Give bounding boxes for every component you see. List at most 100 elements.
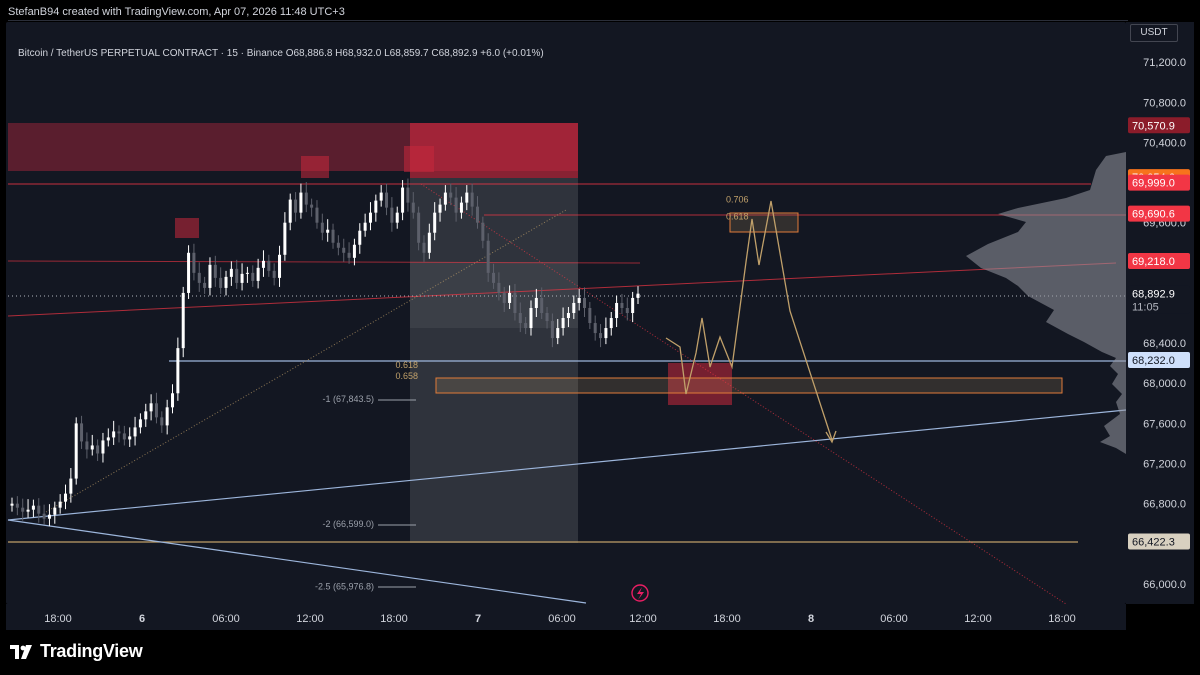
- candle-body: [53, 507, 57, 515]
- y-tick-label: 68,400.0: [1143, 338, 1186, 350]
- candle-body: [21, 507, 25, 512]
- time-axis[interactable]: 18:00 6 06:00 12:00 18:00 7 06:00 12:00 18:00 8 06…: [6, 604, 1126, 630]
- candle-body: [283, 222, 287, 255]
- support-trendline-rising[interactable]: [7, 409, 1127, 521]
- fib-label: 0.618: [395, 360, 418, 370]
- golden-pocket-lower[interactable]: [435, 377, 1063, 394]
- tradingview-logo[interactable]: TradingView: [10, 641, 143, 662]
- candle-body: [272, 270, 276, 278]
- fib-label: 0.706: [726, 195, 749, 205]
- candle-body: [256, 267, 260, 281]
- candle-body: [133, 427, 137, 437]
- candle-body: [26, 509, 30, 512]
- price-tag[interactable]: [1128, 285, 1190, 314]
- y-tick-label: 67,600.0: [1143, 418, 1186, 430]
- candle-body: [331, 229, 335, 243]
- support-trendline-falling[interactable]: [7, 519, 587, 604]
- candle-body: [582, 297, 586, 308]
- symbol-name[interactable]: Bitcoin / TetherUS PERPETUAL CONTRACT · …: [18, 48, 283, 59]
- golden-pocket-upper[interactable]: [729, 212, 799, 233]
- y-tick-label: 66,000.0: [1143, 579, 1186, 591]
- candle-body: [117, 431, 121, 434]
- candle-body: [518, 313, 522, 324]
- x-tick-label: 7: [475, 613, 481, 625]
- candle-body: [101, 440, 105, 454]
- candle-body: [176, 348, 180, 394]
- demand-zone-target[interactable]: [668, 363, 732, 405]
- candle-body: [224, 276, 228, 288]
- candle-body: [267, 260, 271, 271]
- fib-label: 0.658: [395, 371, 418, 381]
- candle-body: [261, 260, 265, 268]
- projected-path-arrowhead: [825, 430, 837, 444]
- price-tag-label: 69,999.0: [1132, 178, 1175, 190]
- header-divider: [8, 20, 1128, 21]
- candle-body: [636, 293, 640, 298]
- candle-body: [545, 313, 549, 322]
- candle-body: [427, 232, 431, 253]
- currency-selector[interactable]: USDT: [1130, 24, 1178, 42]
- price-tag[interactable]: [1128, 205, 1190, 222]
- x-tick-labels: 18:00 6 06:00 12:00 18:00 7 06:00 12:00 18:00 8 06…: [44, 613, 1076, 625]
- candle-body: [497, 282, 501, 293]
- fib-label: -2 (66,599.0): [322, 519, 374, 529]
- candle-body: [128, 436, 132, 440]
- trendline-red-rising[interactable]: [7, 262, 1117, 317]
- candle-body: [379, 192, 383, 201]
- candle-body: [192, 252, 196, 273]
- fib-label: -2.5 (65,976.8): [315, 581, 374, 591]
- supply-marker-2[interactable]: [301, 156, 329, 178]
- countdown-label: 11:05: [1132, 302, 1159, 314]
- supply-marker-1[interactable]: [175, 218, 199, 238]
- price-tag[interactable]: [1128, 174, 1190, 191]
- candle-body: [465, 192, 469, 203]
- price-tag[interactable]: [1128, 253, 1190, 270]
- ohlc-values: O68,886.8 H68,932.0 L68,859.7 C68,892.9 …: [285, 48, 544, 59]
- price-tag[interactable]: [1128, 117, 1190, 134]
- price-tags[interactable]: 70,570.970,054.669,999.069,690.669,218.0…: [1128, 117, 1190, 550]
- candle-body: [154, 403, 158, 418]
- price-axis[interactable]: 71,200.0 70,800.0 70,400.0 69,600.0 68,400.0…: [1126, 22, 1194, 604]
- price-tag[interactable]: [1128, 533, 1190, 550]
- price-tag[interactable]: [1128, 351, 1190, 368]
- candle-body: [620, 302, 624, 308]
- attribution-text: StefanB94 created with TradingView.com, …: [8, 6, 345, 18]
- candle-body: [577, 297, 581, 303]
- tradingview-logo-icon: [10, 644, 32, 659]
- candle-body: [406, 187, 410, 203]
- candle-body: [368, 212, 372, 223]
- candle-body: [486, 240, 490, 273]
- candle-body: [106, 437, 110, 441]
- supply-zone-main[interactable]: [410, 123, 578, 178]
- lightning-icon: [637, 587, 644, 600]
- candle-body: [138, 419, 142, 428]
- fib-label: -1 (67,843.5): [322, 394, 374, 404]
- volume-profile[interactable]: [966, 152, 1126, 454]
- candle-body: [213, 264, 217, 278]
- y-tick-label: 70,800.0: [1143, 97, 1186, 109]
- candle-body: [443, 192, 447, 205]
- event-marker-circle[interactable]: [631, 584, 649, 602]
- candle-body: [181, 292, 185, 349]
- level-69218[interactable]: [7, 260, 641, 264]
- projected-path[interactable]: [665, 200, 833, 441]
- supply-marker-3[interactable]: [404, 146, 434, 172]
- candle-body: [160, 417, 164, 426]
- chart-pane[interactable]: 0.706 0.618 0.618 0.658 -1 (67,843.5) -2 (66,…: [6, 22, 1127, 605]
- footer-bar: [0, 630, 1200, 675]
- candle-series[interactable]: [10, 178, 640, 527]
- candle-body: [572, 302, 576, 313]
- candle-body: [502, 292, 506, 303]
- price-axis-canvas[interactable]: 71,200.070,800.070,400.069,600.068,400.0…: [1126, 22, 1194, 604]
- x-tick-label: 18:00: [1048, 613, 1076, 625]
- candle-body: [540, 297, 544, 313]
- candle-body: [374, 200, 378, 213]
- candle-body: [144, 411, 148, 420]
- candle-body: [604, 328, 608, 339]
- candle-body: [529, 307, 533, 329]
- candle-body: [171, 393, 175, 408]
- candle-body: [208, 264, 212, 288]
- candle-body: [187, 252, 191, 293]
- candle-body: [470, 192, 474, 207]
